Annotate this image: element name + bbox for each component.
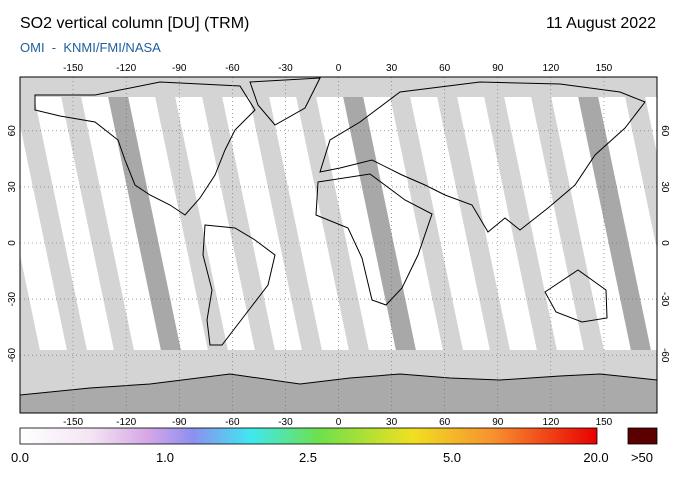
colorbar-label: 20.0 <box>583 450 608 465</box>
lon-tick-label: 0 <box>336 63 342 74</box>
swath-gap <box>433 77 523 413</box>
lon-tick-label: 90 <box>492 417 504 428</box>
lon-tick-label: -60 <box>225 417 240 428</box>
colorbar-label: 1.0 <box>156 450 174 465</box>
lon-tick-label: -90 <box>172 417 187 428</box>
swath-gap <box>574 77 657 413</box>
colorbar <box>19 427 598 445</box>
lon-tick-label: 0 <box>336 417 342 428</box>
lat-tick-label: 30 <box>659 181 670 193</box>
lat-tick-label: -60 <box>7 348 18 363</box>
swath-gap <box>621 77 657 250</box>
lon-tick-label: -90 <box>172 63 187 74</box>
lat-tick-label: -30 <box>659 292 670 307</box>
eurasia <box>319 81 646 233</box>
lon-tick-label: -30 <box>278 63 293 74</box>
swath-gap <box>104 77 194 413</box>
lat-tick-label: 60 <box>7 125 18 137</box>
lon-tick-label: 120 <box>542 417 559 428</box>
lat-tick-label: 0 <box>659 240 670 246</box>
lon-tick-label: 30 <box>386 63 398 74</box>
colorbar-label: >50 <box>631 450 653 465</box>
north-america <box>34 81 256 216</box>
lon-tick-label: 60 <box>439 417 451 428</box>
map <box>0 77 657 413</box>
lon-tick-label: -120 <box>116 417 136 428</box>
lon-tick-label: 90 <box>492 63 504 74</box>
lat-tick-label: 0 <box>7 240 18 246</box>
swath-gap <box>292 77 382 413</box>
swath-gap <box>386 77 476 413</box>
ticks: -150 -150 -120 -120 -90 -90 -60 -60 -30 -30 0 0 30 30… <box>7 63 670 428</box>
swath-gap <box>0 77 6 413</box>
date: 11 August 2022 <box>546 15 656 32</box>
lon-tick-label: 120 <box>542 63 559 74</box>
swath-gap <box>480 77 570 413</box>
swath-gap <box>245 77 335 413</box>
south-america <box>202 224 276 346</box>
colorbar-label: 5.0 <box>443 450 461 465</box>
colorbar-overflow <box>627 427 658 445</box>
lon-tick-label: -150 <box>63 417 83 428</box>
swaths <box>0 77 657 413</box>
swath-gap <box>20 77 100 413</box>
swath-gap <box>527 77 617 413</box>
lon-tick-label: 150 <box>596 63 613 74</box>
lon-tick-label: -120 <box>116 63 136 74</box>
lon-tick-label: -30 <box>278 417 293 428</box>
greenland <box>249 77 321 126</box>
lon-tick-label: 30 <box>386 417 398 428</box>
colorbar-label: 0.0 <box>11 450 29 465</box>
map-frame <box>19 76 658 414</box>
lat-tick-label: 60 <box>659 125 670 137</box>
lon-tick-label: -60 <box>225 63 240 74</box>
africa <box>315 173 433 306</box>
colorbar-label: 2.5 <box>299 450 317 465</box>
lat-tick-label: -30 <box>7 291 18 306</box>
australia <box>544 269 608 323</box>
swath-gap <box>57 77 147 413</box>
swath-gap <box>151 77 241 413</box>
lon-tick-label: 150 <box>596 417 613 428</box>
lat-tick-label: -60 <box>659 348 670 363</box>
lat-tick-label: 30 <box>7 181 18 193</box>
title: SO2 vertical column [DU] (TRM) <box>20 15 249 32</box>
graticule <box>20 77 657 413</box>
source: OMI - KNMI/FMI/NASA <box>20 40 161 55</box>
lon-tick-label: 60 <box>439 63 451 74</box>
swath-gap <box>339 77 429 413</box>
lon-tick-label: -150 <box>63 63 83 74</box>
